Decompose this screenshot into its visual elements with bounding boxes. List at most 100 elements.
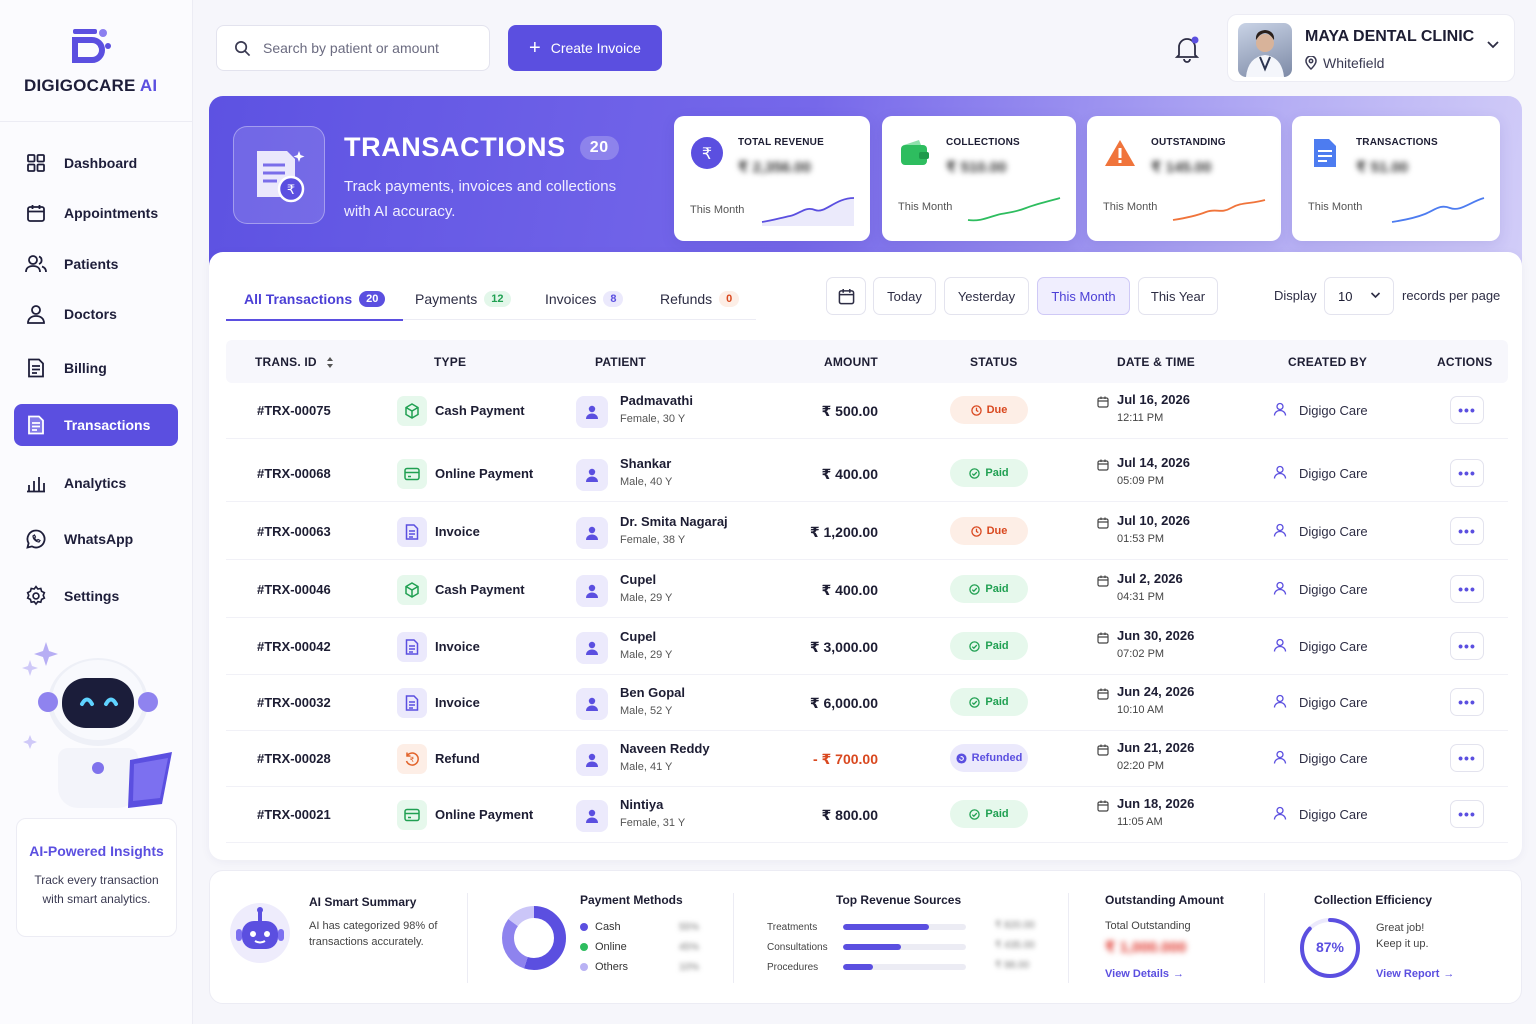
- more-actions-button[interactable]: •••: [1450, 632, 1484, 660]
- date-picker-button[interactable]: [826, 277, 866, 315]
- link-label: View Details: [1105, 968, 1169, 980]
- cash-package-icon: [397, 396, 427, 426]
- transaction-id[interactable]: #TRX-00068: [257, 466, 331, 481]
- sidebar-item-billing[interactable]: Billing: [14, 347, 178, 389]
- user-icon: [1273, 465, 1287, 484]
- filter-today[interactable]: Today: [873, 277, 936, 315]
- stat-card-transactions[interactable]: TRANSACTIONS ₹ 51.00 This Month: [1292, 116, 1500, 241]
- tab-all-transactions[interactable]: All Transactions 20: [225, 278, 404, 321]
- table-row[interactable]: #TRX-00068 Online Payment Shankar Male, 40 …: [226, 446, 1508, 502]
- dashboard-icon: [25, 152, 47, 174]
- search-input[interactable]: [263, 40, 473, 56]
- status-badge: Refunded: [950, 744, 1028, 772]
- top-revenue-title: Top Revenue Sources: [836, 893, 962, 907]
- view-details-link[interactable]: View Details →: [1105, 968, 1184, 980]
- sidebar-item-settings[interactable]: Settings: [14, 575, 178, 617]
- filter-this-month[interactable]: This Month: [1037, 277, 1130, 315]
- more-actions-button[interactable]: •••: [1450, 575, 1484, 603]
- more-actions-button[interactable]: •••: [1450, 517, 1484, 545]
- patient-name[interactable]: Naveen Reddy: [620, 741, 710, 756]
- status-badge: Paid: [950, 575, 1028, 603]
- table-row[interactable]: #TRX-00075 Cash Payment Padmavathi Female, …: [226, 383, 1508, 439]
- more-actions-button[interactable]: •••: [1450, 459, 1484, 487]
- status-refunded-icon: [956, 752, 967, 764]
- location-pin-icon: [1305, 56, 1317, 70]
- calendar-icon: [1097, 631, 1109, 649]
- status-label: Paid: [985, 808, 1009, 820]
- tab-refunds[interactable]: Refunds 0: [660, 278, 740, 320]
- patient-name[interactable]: Nintiya: [620, 797, 664, 812]
- tab-label: Refunds: [660, 291, 713, 307]
- transaction-id[interactable]: #TRX-00063: [257, 524, 331, 539]
- column-date-time: DATE & TIME: [1117, 355, 1195, 369]
- more-actions-button[interactable]: •••: [1450, 688, 1484, 716]
- transaction-date: Jun 24, 2026: [1117, 684, 1195, 699]
- table-row[interactable]: #TRX-00028 ₹ Refund Naveen Reddy Male, 41 Y -…: [226, 731, 1508, 787]
- column-trans-id[interactable]: TRANS. ID: [255, 355, 335, 369]
- source-label: Treatments: [767, 922, 818, 933]
- more-icon: •••: [1458, 638, 1476, 654]
- table-row[interactable]: #TRX-00042 Invoice Cupel Male, 29 Y ₹ 3,000.…: [226, 619, 1508, 675]
- sidebar-item-appointments[interactable]: Appointments: [14, 192, 178, 234]
- more-actions-button[interactable]: •••: [1450, 800, 1484, 828]
- created-by: Digigo Care: [1299, 639, 1368, 654]
- sidebar-item-dashboard[interactable]: Dashboard: [14, 142, 178, 184]
- stat-value: ₹ 2,356.00: [738, 159, 811, 176]
- transaction-type: Online Payment: [435, 466, 534, 481]
- sidebar-item-analytics[interactable]: Analytics: [14, 462, 178, 504]
- user-icon: [1273, 694, 1287, 713]
- stat-card-collections[interactable]: COLLECTIONS ₹ 510.00 This Month: [882, 116, 1076, 241]
- patient-name[interactable]: Dr. Smita Nagaraj: [620, 514, 728, 529]
- patient-name[interactable]: Ben Gopal: [620, 685, 686, 700]
- more-actions-button[interactable]: •••: [1450, 744, 1484, 772]
- view-report-link[interactable]: View Report →: [1376, 968, 1454, 980]
- transaction-id[interactable]: #TRX-00046: [257, 582, 331, 597]
- table-row[interactable]: #TRX-00046 Cash Payment Cupel Male, 29 Y ₹ 4…: [226, 562, 1508, 618]
- table-row[interactable]: #TRX-00032 Invoice Ben Gopal Male, 52 Y ₹ 6,…: [226, 675, 1508, 731]
- patient-name[interactable]: Cupel: [620, 572, 657, 587]
- sidebar-item-transactions[interactable]: Transactions: [14, 404, 178, 446]
- chevron-down-icon[interactable]: [1486, 39, 1500, 49]
- app-logo[interactable]: DIGIGOCARE AI: [24, 26, 174, 96]
- status-due-icon: [970, 404, 982, 416]
- created-by: Digigo Care: [1299, 807, 1368, 822]
- transaction-id[interactable]: #TRX-00021: [257, 807, 331, 822]
- source-bar: [843, 924, 966, 930]
- create-invoice-button[interactable]: + Create Invoice: [508, 25, 662, 71]
- more-actions-button[interactable]: •••: [1450, 396, 1484, 424]
- sparkline: [967, 197, 1061, 222]
- tab-payments[interactable]: Payments 12: [415, 278, 511, 320]
- logo-icon: [72, 29, 111, 63]
- patient-name[interactable]: Cupel: [620, 629, 657, 644]
- transaction-time: 07:02 PM: [1117, 648, 1165, 660]
- stat-label: TOTAL REVENUE: [738, 137, 824, 148]
- sidebar-item-patients[interactable]: Patients: [14, 243, 178, 285]
- filter-yesterday[interactable]: Yesterday: [944, 277, 1029, 315]
- stat-value: ₹ 145.00: [1151, 159, 1212, 176]
- clinic-profile[interactable]: MAYA DENTAL CLINIC Whitefield: [1227, 14, 1515, 82]
- source-bar-fill: [843, 944, 901, 950]
- transaction-id[interactable]: #TRX-00075: [257, 403, 331, 418]
- clinic-location: Whitefield: [1305, 55, 1384, 71]
- patient-name[interactable]: Shankar: [620, 456, 672, 471]
- transaction-id[interactable]: #TRX-00028: [257, 751, 331, 766]
- stat-card-total-revenue[interactable]: ₹ TOTAL REVENUE ₹ 2,356.00 This Month: [674, 116, 870, 241]
- search-bar[interactable]: [216, 25, 490, 71]
- status-badge: Paid: [950, 800, 1028, 828]
- patient-name[interactable]: Padmavathi: [620, 393, 693, 408]
- table-row[interactable]: #TRX-00021 Online Payment Nintiya Female, 3…: [226, 787, 1508, 843]
- status-paid-icon: [969, 640, 981, 652]
- tab-label: Invoices: [545, 291, 597, 307]
- notification-bell-icon[interactable]: [1174, 35, 1200, 63]
- tab-invoices[interactable]: Invoices 8: [545, 278, 624, 320]
- stat-card-outstanding[interactable]: OUTSTANDING ₹ 145.00 This Month: [1087, 116, 1281, 241]
- transaction-id[interactable]: #TRX-00042: [257, 639, 331, 654]
- sidebar-item-whatsapp[interactable]: WhatsApp: [14, 518, 178, 560]
- table-row[interactable]: #TRX-00063 Invoice Dr. Smita Nagaraj Female…: [226, 504, 1508, 560]
- transaction-id[interactable]: #TRX-00032: [257, 695, 331, 710]
- patient-details: Male, 52 Y: [620, 705, 673, 717]
- records-per-page-select[interactable]: 10: [1324, 277, 1394, 315]
- sidebar-item-doctors[interactable]: Doctors: [14, 293, 178, 335]
- filter-this-year[interactable]: This Year: [1138, 277, 1218, 315]
- status-label: Due: [986, 404, 1008, 416]
